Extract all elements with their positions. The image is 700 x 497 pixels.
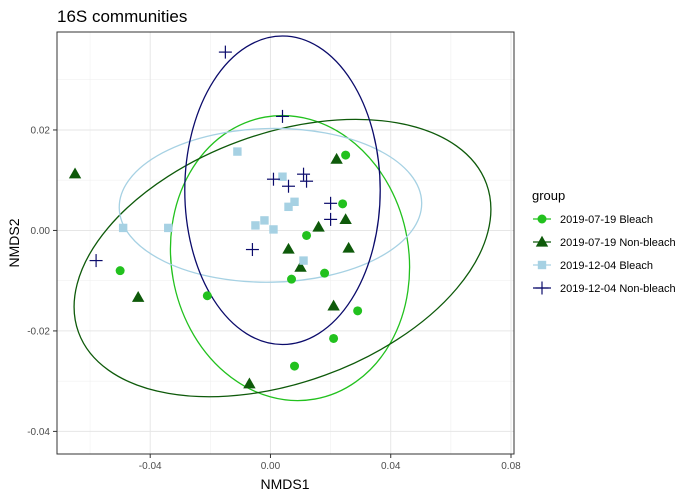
point-series-2	[243, 377, 256, 389]
point-series-2	[68, 167, 82, 179]
legend-key-marker	[537, 260, 547, 270]
point-series-4	[324, 196, 338, 210]
point-series-1	[302, 230, 312, 240]
grid-major	[57, 32, 514, 454]
point-series-3	[233, 147, 242, 156]
x-axis: -0.04 0.00 0.04 0.08	[139, 454, 521, 472]
plot-panel-border	[56, 31, 515, 455]
point-series-2	[131, 291, 145, 302]
legend-label: 2019-07-19 Non-bleach	[560, 237, 676, 249]
point-series-1	[202, 291, 212, 301]
point-series-1	[115, 266, 125, 276]
point-series-3	[164, 223, 173, 233]
point-series-4	[324, 212, 338, 226]
legend-key-marker	[535, 235, 549, 247]
legend-title: group	[532, 188, 565, 203]
point-series-4	[297, 167, 311, 181]
point-series-2	[327, 299, 340, 311]
point-series-2	[330, 152, 343, 164]
point-series-1	[320, 268, 330, 278]
confidence-ellipses	[73, 35, 492, 402]
legend: group 2019-07-19 Bleach 2019-07-19 Non-bl…	[532, 188, 676, 295]
legend-key-marker	[537, 214, 547, 224]
plot-panel	[57, 32, 514, 454]
point-series-3	[269, 225, 278, 234]
point-series-3	[299, 256, 308, 265]
point-series-2	[312, 220, 325, 232]
point-series-4	[89, 254, 103, 268]
point-series-4	[275, 109, 289, 123]
y-axis: -0.04 -0.02 0.00 0.02	[27, 125, 57, 438]
point-series-3	[278, 172, 287, 181]
point-series-2	[294, 260, 307, 272]
point-series-3	[118, 223, 128, 233]
point-series-2	[339, 213, 352, 225]
point-series-3	[251, 221, 260, 230]
x-tick-label: 0.00	[261, 461, 281, 472]
legend-label: 2019-12-04 Bleach	[560, 260, 653, 272]
legend-label: 2019-12-04 Non-bleach	[560, 283, 676, 295]
legend-item: 2019-12-04 Non-bleach	[533, 281, 676, 295]
x-tick-label: 0.04	[381, 461, 401, 472]
y-tick-label: 0.02	[31, 125, 51, 136]
point-series-3	[290, 197, 299, 207]
ellipse-series-3	[118, 127, 423, 283]
point-series-4	[282, 179, 296, 193]
legend-item: 2019-12-04 Bleach	[533, 260, 653, 272]
point-series-1	[341, 150, 351, 160]
data-points	[68, 45, 363, 389]
point-series-2	[282, 242, 295, 254]
point-series-3	[260, 216, 269, 225]
point-series-4	[266, 172, 280, 186]
point-series-1	[287, 274, 297, 284]
y-axis-title: NMDS2	[6, 218, 22, 267]
y-tick-label: -0.04	[27, 427, 50, 438]
legend-key-marker	[535, 281, 549, 295]
y-tick-label: -0.02	[27, 326, 50, 337]
point-series-1	[290, 361, 300, 371]
point-series-1	[338, 199, 348, 209]
legend-item: 2019-07-19 Bleach	[533, 214, 653, 226]
legend-label: 2019-07-19 Bleach	[560, 214, 653, 226]
x-tick-label: 0.08	[501, 461, 521, 472]
point-series-4	[218, 45, 232, 59]
x-tick-label: -0.04	[139, 461, 162, 472]
point-series-2	[342, 241, 355, 253]
ellipse-series-4	[184, 35, 381, 346]
point-series-4	[245, 243, 259, 257]
legend-item: 2019-07-19 Non-bleach	[533, 235, 676, 249]
point-series-4	[300, 174, 314, 188]
point-series-1	[329, 333, 339, 343]
point-series-3	[284, 202, 293, 212]
ellipse-series-2	[73, 118, 492, 398]
y-tick-label: 0.00	[31, 226, 51, 237]
chart-title: 16S communities	[57, 7, 187, 26]
point-series-1	[353, 306, 363, 316]
x-axis-title: NMDS1	[260, 476, 309, 492]
